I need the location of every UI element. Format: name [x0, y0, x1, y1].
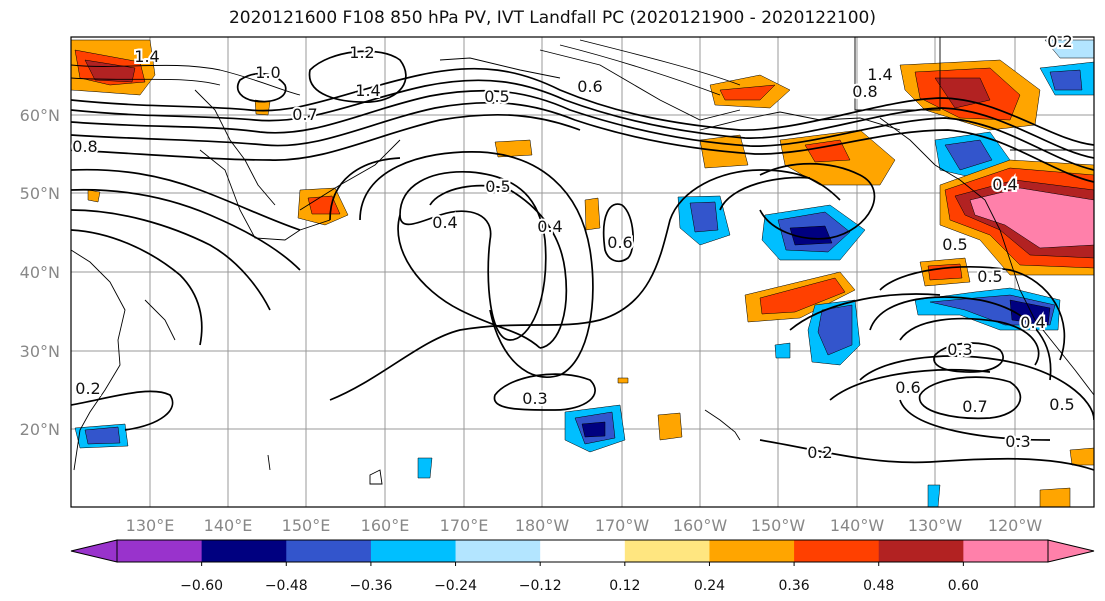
colorbar-tick-label: −0.24 [434, 578, 477, 594]
lon-label-170e: 170°E [440, 516, 489, 535]
colorbar [70, 539, 1095, 563]
colorbar-segment [286, 540, 372, 562]
colorbar-tick-label: 0.12 [609, 578, 640, 594]
lon-label-170w: 170°W [595, 516, 650, 535]
contour-label: 1.4 [867, 65, 892, 84]
longitude-labels: 130°E 140°E 150°E 160°E 170°E 180°W 170°… [126, 516, 1043, 535]
lon-label-130e: 130°E [126, 516, 175, 535]
contour-label: 0.5 [484, 87, 509, 106]
contour-label: 0.2 [807, 443, 832, 462]
lon-label-130w: 130°W [908, 516, 963, 535]
colorbar-segment [455, 540, 541, 562]
colorbar-segment [117, 540, 203, 562]
colorbar-segment [963, 540, 1049, 562]
contour-label: 0.3 [947, 340, 972, 359]
colorbar-tick-label: −0.60 [180, 578, 223, 594]
colorbar-segment [201, 540, 287, 562]
coastlines [71, 37, 1094, 485]
colorbar-tick-label: −0.36 [349, 578, 392, 594]
contour-label: 0.4 [537, 217, 562, 236]
contour-label: 0.5 [485, 177, 510, 196]
colorbar-tick-label: 0.48 [863, 578, 894, 594]
lon-label-120w: 120°W [988, 516, 1043, 535]
colorbar-extend-high [1047, 539, 1095, 563]
lon-label-150e: 150°E [282, 516, 331, 535]
ivt-shading [71, 39, 1094, 507]
colorbar-tick-label: 0.36 [779, 578, 810, 594]
contour-label: 1.4 [134, 47, 159, 66]
colorbar-tick-label: −0.12 [519, 578, 562, 594]
latitude-labels: 60°N 50°N 40°N 30°N 20°N [20, 106, 60, 439]
lon-label-140w: 140°W [830, 516, 885, 535]
contour-label: 0.8 [852, 82, 877, 101]
lon-label-180w: 180°W [515, 516, 570, 535]
map-title: 2020121600 F108 850 hPa PV, IVT Landfall… [228, 8, 876, 28]
lat-label-20n: 20°N [20, 420, 60, 439]
colorbar-segment [370, 540, 457, 562]
thin-contours [71, 39, 741, 96]
lon-label-160w: 160°W [673, 516, 728, 535]
map-area [71, 37, 1094, 507]
contour-label: 0.7 [292, 105, 317, 124]
contour-label: 1.4 [355, 81, 380, 100]
lat-label-60n: 60°N [20, 106, 60, 125]
colorbar-segment [624, 540, 710, 562]
colorbar-tick-label: 0.24 [694, 578, 725, 594]
contour-label: 1.0 [255, 63, 280, 82]
contour-label: 0.8 [72, 137, 97, 156]
contour-label: 0.4 [992, 175, 1017, 194]
colorbar-segment [709, 540, 795, 562]
lat-label-40n: 40°N [20, 263, 60, 282]
pv-contours [71, 50, 1094, 471]
colorbar-tick-labels: −0.60 −0.48 −0.36 −0.24 −0.12 0.12 0.24 0.36 0.4… [180, 562, 979, 594]
contour-label: 0.6 [577, 77, 602, 96]
contour-label: 0.5 [942, 235, 967, 254]
contour-label: 0.3 [1005, 432, 1030, 451]
contour-label: 0.5 [1049, 395, 1074, 414]
colorbar-outline [116, 539, 1049, 563]
contour-label: 0.6 [895, 378, 920, 397]
gridlines [71, 37, 1094, 507]
contour-label: 0.2 [75, 379, 100, 398]
contour-label: 0.2 [1047, 32, 1072, 51]
contour-label: 0.5 [977, 267, 1002, 286]
contour-labels: 1.2 1.4 1.4 1.0 0.8 0.7 0.5 0.6 0.4 0.5 0.4 0.6 0.2 1… [70, 30, 1076, 464]
lon-label-140e: 140°E [204, 516, 253, 535]
colorbar-segment [794, 540, 880, 562]
colorbar-tick-label: 0.60 [948, 578, 979, 594]
lat-label-50n: 50°N [20, 184, 60, 203]
lon-label-150w: 150°W [751, 516, 806, 535]
contour-label: 1.2 [349, 43, 374, 62]
contour-label: 0.4 [432, 213, 457, 232]
colorbar-segment [540, 540, 626, 562]
lon-label-160e: 160°E [361, 516, 410, 535]
colorbar-extend-low [70, 539, 118, 563]
lat-label-30n: 30°N [20, 342, 60, 361]
colorbar-segment [878, 540, 964, 562]
colorbar-tick-label: −0.48 [265, 578, 308, 594]
contour-label: 0.7 [962, 397, 987, 416]
contour-label: 0.6 [607, 233, 632, 252]
contour-label: 0.4 [1020, 313, 1045, 332]
map-frame [70, 36, 1095, 508]
contour-label: 0.3 [522, 389, 547, 408]
